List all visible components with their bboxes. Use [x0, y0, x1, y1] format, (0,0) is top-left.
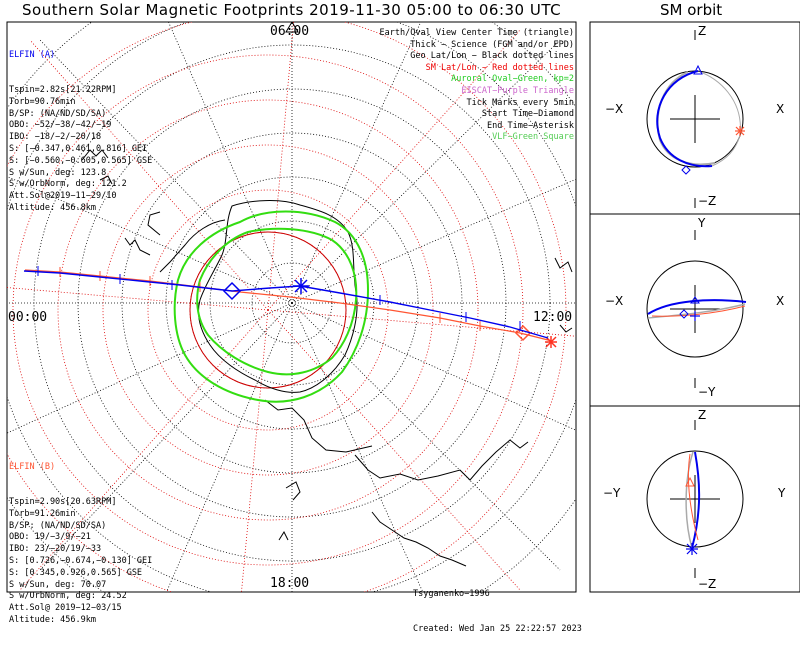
- mlt-label-top: 06:00: [270, 24, 310, 39]
- view-center-triangle: [285, 22, 299, 33]
- elfin-a-info-line: S: [−0.560,−0.605,0.565] GSE: [9, 155, 153, 166]
- orbit3-top-label: Z: [698, 408, 707, 422]
- legend-item: End Time−Asterisk: [487, 120, 574, 131]
- elfin-a-info-line: OBO: −52/−38/−42/−19: [9, 120, 112, 131]
- legend-item: Tick Marks every 5min: [466, 97, 574, 108]
- elfin-b-info: ELFIN (B) Tspin=2.90s[20.63RPM] Torb=91.2…: [9, 438, 152, 639]
- elfin-a-name: ELFIN (A): [9, 49, 56, 60]
- elfin-b-info-line: S w/Sun, deg: 70.07: [9, 579, 107, 590]
- orbit1-top-label: Z: [698, 24, 707, 38]
- orbit2-top-label: Y: [698, 216, 706, 230]
- elfin-b-info-line: Tspin=2.90s[20.63RPM]: [9, 496, 117, 507]
- legend-item: SM Lat/Lon − Red dotted lines: [425, 62, 574, 73]
- orbit1-bottom-label: −Z: [698, 194, 717, 208]
- elfin-a-start-diamond: [222, 281, 242, 301]
- elfin-a-info-line: B/SP: (NA/ND/SD/SA): [9, 108, 107, 119]
- elfin-a-info-line: Altitude: 456.8km: [9, 202, 96, 213]
- orbit-frame: [589, 21, 800, 593]
- mlt-label-bottom: 18:00: [270, 576, 310, 591]
- legend: Earth/Oval View Center Time (triangle) Th…: [380, 28, 574, 144]
- elfin-a-info-line: S: [−0.347,0.461,0.816] GEI: [9, 143, 148, 154]
- elfin-b-info-line: Att.Sol@ 2019−12−03/15: [9, 603, 122, 614]
- legend-item: EISCAT−Purple Triangle: [461, 85, 574, 96]
- orbit2-bottom-label: −Y: [698, 385, 716, 399]
- orbit3-left-label: −Y: [603, 486, 621, 500]
- elfin-a-info-line: Torb=90.76min: [9, 96, 76, 107]
- elfin-a-track: [23, 266, 549, 339]
- elfin-b-start-diamond: [514, 324, 532, 342]
- geo-longitude-grid: [7, 22, 576, 592]
- elfin-a-info-line: Tspin=2.82s[21.22RPM]: [9, 84, 117, 95]
- legend-item: VLF−Green Square: [492, 132, 574, 143]
- model-credit: Tsyganenko−1996: [413, 588, 490, 599]
- elfin-b-info-line: OBO: 19/−3/9/−21: [9, 532, 91, 543]
- orbit-panel-xz: [646, 30, 745, 208]
- elfin-b-info-line: Altitude: 456.9km: [9, 614, 96, 625]
- elfin-b-info-line: Torb=91.26min: [9, 508, 76, 519]
- elfin-b-end-asterisk: [545, 336, 557, 348]
- orbit1-right-label: X: [776, 102, 785, 116]
- elfin-b-info-line: B/SP: (NA/ND/SD/SA): [9, 520, 107, 531]
- orbit-panel-yz: [646, 420, 744, 578]
- orbit-title: SM orbit: [660, 1, 723, 19]
- orbit3-bottom-label: −Z: [698, 577, 717, 591]
- elfin-a-info-line: S w/Sun, deg: 123.8: [9, 167, 107, 178]
- credits: Tsyganenko−1996 Created: Wed Jan 25 22:2…: [413, 565, 582, 648]
- elfin-a-end-asterisk: [293, 278, 309, 294]
- elfin-b-info-line: IBO: 23/−20/19/−33: [9, 544, 102, 555]
- elfin-b-info-line: S: [0.345,0.926,0.565] GSE: [9, 567, 143, 578]
- orbit3-right-label: Y: [778, 486, 786, 500]
- elfin-b-name: ELFIN (B): [9, 461, 56, 472]
- elfin-b-info-line: S: [0.726,−0.674,−0.130] GEI: [9, 555, 153, 566]
- sm-inner-circle: [189, 231, 347, 389]
- orbit1-left-label: −X: [605, 102, 624, 116]
- polar-footprint-map: [6, 21, 800, 593]
- legend-item: Geo Lat/Lon − Black dotted lines: [410, 51, 574, 62]
- elfin-a-info: ELFIN (A) Tspin=2.82s[21.22RPM] Torb=90.7…: [9, 26, 152, 227]
- page-title: Southern Solar Magnetic Footprints 2019-…: [22, 1, 562, 19]
- mlt-label-left: 00:00: [8, 310, 48, 325]
- orbit-panel-xy: [646, 230, 747, 388]
- auroral-oval: [173, 210, 370, 403]
- elfin-a-info-line: Att.Sol@2019−11−29/10: [9, 191, 117, 202]
- legend-item: Auroral Oval−Green, kp=2: [451, 74, 574, 85]
- legend-item: Earth/Oval View Center Time (triangle): [379, 28, 574, 38]
- legend-item: Thick − Science (FGM and/or EPD): [410, 39, 574, 50]
- mlt-label-right: 12:00: [533, 310, 573, 325]
- legend-item: Start Time−Diamond: [481, 109, 574, 120]
- continent-outlines: [81, 149, 573, 567]
- orbit2-left-label: −X: [605, 294, 624, 308]
- elfin-a-info-line: S w/OrbNorm, deg: 121.2: [9, 179, 127, 190]
- orbit2-right-label: X: [776, 294, 785, 308]
- created-timestamp: Created: Wed Jan 25 22:22:57 2023: [413, 623, 582, 634]
- elfin-a-info-line: IBO: −18/−2/−20/18: [9, 132, 102, 143]
- sm-longitude-grid: [7, 22, 576, 592]
- elfin-b-info-line: S w/OrbNorm, deg: 24.52: [9, 591, 127, 602]
